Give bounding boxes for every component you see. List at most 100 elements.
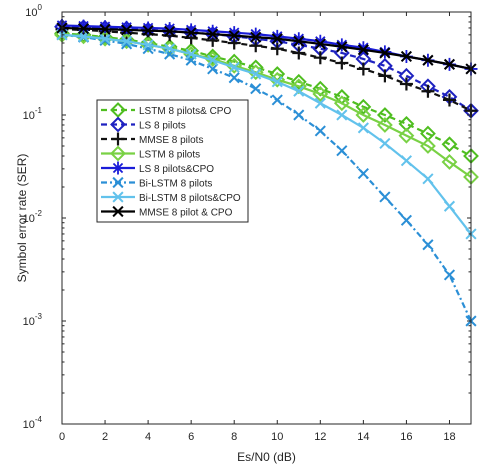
- data-point: [249, 39, 263, 53]
- y-axis-label: Symbol error rate (SER): [15, 154, 29, 283]
- data-point: [443, 269, 456, 281]
- legend-marker: [110, 145, 126, 162]
- data-point: [250, 68, 262, 80]
- legend: LSTM 8 pilots& CPO LS 8 pilots MMSE 8 pilo…: [96, 99, 249, 223]
- data-point: [120, 35, 133, 47]
- legend-label: LS 8 pilots&CPO: [139, 164, 214, 175]
- data-point: [379, 137, 391, 149]
- legend-label: MMSE 8 pilot & CPO: [139, 208, 233, 219]
- data-point: [379, 191, 391, 203]
- data-point: [164, 43, 176, 55]
- data-point: [249, 27, 263, 41]
- data-point: [400, 155, 413, 167]
- x-tick-label: 18: [443, 431, 455, 443]
- data-point: [357, 44, 369, 56]
- legend-marker: [112, 176, 124, 189]
- data-point: [228, 30, 240, 42]
- data-point: [313, 34, 327, 48]
- data-point: [442, 93, 456, 107]
- data-point: [421, 84, 435, 98]
- series-line: [61, 32, 472, 157]
- data-point: [271, 33, 283, 45]
- y-tick-label: 100: [25, 3, 42, 19]
- data-point: [357, 167, 369, 180]
- y-tick-label: 10-2: [23, 209, 43, 225]
- data-point: [207, 63, 219, 75]
- data-point: [271, 94, 283, 106]
- series-8: [56, 22, 477, 75]
- legend-entry: LSTM 8 pilots: [101, 145, 200, 162]
- data-point: [228, 72, 240, 84]
- data-point: [142, 25, 154, 37]
- x-tick-label: 6: [188, 431, 194, 443]
- data-point: [292, 32, 306, 46]
- data-point: [422, 54, 434, 66]
- series-line: [61, 28, 472, 112]
- data-point: [336, 145, 348, 157]
- data-point: [355, 98, 372, 115]
- data-point: [120, 20, 134, 34]
- data-point: [336, 41, 348, 53]
- y-tick-label: 10-1: [23, 106, 43, 122]
- data-point: [336, 109, 348, 121]
- legend-entry: Bi-LSTM 8 pilots: [101, 176, 212, 190]
- data-point: [207, 28, 219, 40]
- legend-label: LS 8 pilots: [139, 121, 186, 132]
- data-point: [293, 109, 305, 121]
- data-point: [120, 24, 133, 36]
- legend-label: LSTM 8 pilots: [139, 150, 200, 161]
- x-tick-label: 2: [102, 431, 108, 443]
- legend-label: Bi-LSTM 8 pilots: [139, 179, 212, 190]
- x-tick-label: 14: [357, 431, 369, 443]
- data-point: [422, 239, 434, 251]
- data-point: [335, 38, 349, 52]
- data-point: [399, 77, 413, 91]
- x-tick-label: 4: [145, 431, 151, 443]
- legend-entry: LS 8 pilots&CPO: [101, 161, 214, 175]
- data-point: [379, 47, 391, 59]
- data-point: [443, 200, 456, 212]
- y-tick-label: 10-4: [23, 415, 43, 431]
- data-point: [400, 50, 413, 63]
- data-point: [313, 51, 327, 65]
- data-point: [140, 36, 157, 53]
- series-layer: [54, 18, 479, 327]
- data-point: [204, 48, 221, 65]
- legend-marker: [112, 205, 124, 218]
- data-point: [99, 33, 111, 45]
- legend-entry: MMSE 8 pilots: [101, 132, 203, 146]
- x-axis-label: Es/N0 (dB): [237, 450, 296, 464]
- data-point: [183, 42, 200, 59]
- data-point: [443, 58, 456, 70]
- data-point: [292, 46, 306, 60]
- data-point: [314, 97, 326, 109]
- data-point: [270, 29, 284, 43]
- data-point: [271, 76, 283, 88]
- data-point: [293, 85, 305, 97]
- legend-entry: LSTM 8 pilots& CPO: [101, 102, 231, 118]
- data-point: [441, 154, 458, 170]
- data-point: [77, 19, 91, 33]
- data-point: [376, 107, 393, 123]
- legend-marker: [111, 161, 125, 175]
- x-tick-label: 16: [400, 431, 412, 443]
- data-point: [441, 136, 458, 153]
- data-point: [356, 62, 370, 76]
- data-point: [290, 73, 307, 90]
- data-point: [398, 127, 415, 144]
- x-tick-label: 10: [271, 431, 283, 443]
- data-point: [185, 27, 197, 39]
- y-tick-label: 10-3: [23, 312, 43, 328]
- data-point: [185, 48, 197, 60]
- data-point: [422, 173, 434, 185]
- data-point: [400, 214, 413, 226]
- data-point: [227, 26, 241, 40]
- data-point: [77, 23, 90, 35]
- data-point: [142, 39, 154, 51]
- legend-marker: [111, 132, 125, 146]
- legend-entry: Bi-LSTM 8 pilots&CPO: [101, 191, 241, 204]
- data-point: [335, 56, 349, 70]
- data-point: [314, 125, 326, 137]
- data-point: [378, 69, 392, 83]
